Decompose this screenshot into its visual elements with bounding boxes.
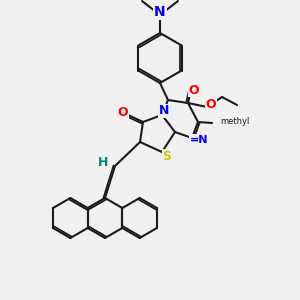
Text: H: H xyxy=(98,157,108,169)
Text: O: O xyxy=(118,106,128,119)
Text: N: N xyxy=(154,5,166,19)
Text: methyl: methyl xyxy=(220,116,249,125)
Text: =N: =N xyxy=(190,135,208,145)
Text: S: S xyxy=(163,149,172,163)
Text: O: O xyxy=(206,98,216,110)
Text: O: O xyxy=(189,83,199,97)
Text: N: N xyxy=(159,104,169,118)
